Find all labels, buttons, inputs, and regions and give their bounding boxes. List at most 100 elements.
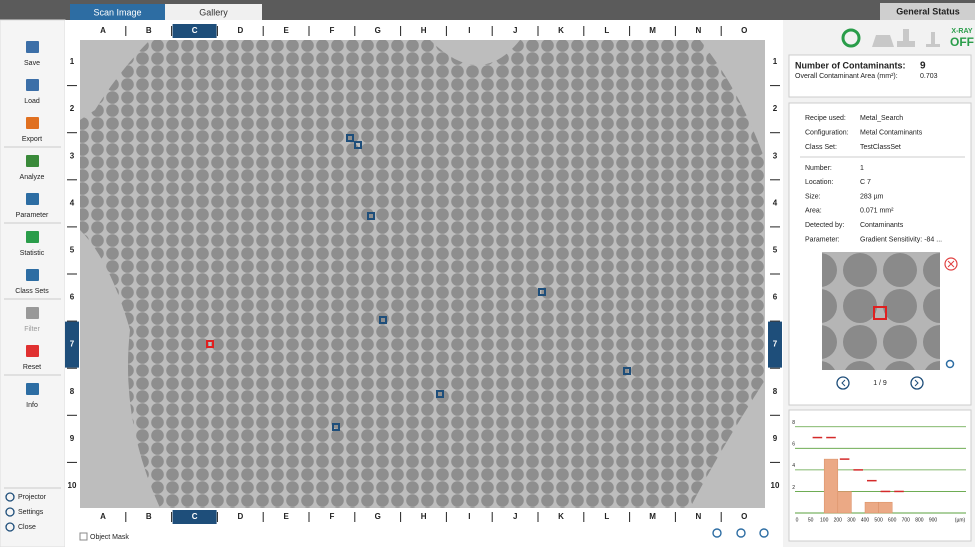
detail-key: Size: (805, 193, 821, 200)
detail-key: Number: (805, 165, 832, 172)
row-label[interactable]: 1 (773, 57, 778, 66)
sidebar-icon[interactable] (26, 41, 39, 53)
sidebar-icon[interactable] (26, 307, 39, 319)
column-label[interactable]: B (146, 26, 152, 35)
pager: 1 / 9 (873, 380, 887, 387)
row-label[interactable]: 5 (773, 246, 778, 255)
column-label[interactable]: A (100, 26, 106, 35)
row-label[interactable]: 4 (70, 198, 75, 207)
sidebar-icon[interactable] (26, 383, 39, 395)
row-label[interactable]: 3 (773, 151, 778, 160)
column-label[interactable]: O (741, 26, 747, 35)
column-label[interactable]: B (146, 512, 152, 521)
x-tick-label: 900 (929, 517, 938, 523)
sidebar-label: Statistic (20, 250, 45, 257)
column-label[interactable]: G (375, 512, 381, 521)
detail-value: 0.071 mm² (860, 208, 894, 215)
column-label[interactable]: M (649, 512, 656, 521)
histogram-bar (879, 502, 893, 513)
row-label[interactable]: 2 (70, 104, 75, 113)
column-label[interactable]: L (604, 26, 609, 35)
row-label[interactable]: 6 (70, 293, 75, 302)
row-label[interactable]: 1 (70, 57, 75, 66)
histogram-bar (865, 502, 879, 513)
row-label[interactable]: 8 (773, 387, 778, 396)
object-mask-label: Object Mask (90, 534, 129, 541)
x-tick-label: 300 (847, 517, 856, 523)
x-tick-label: 200 (834, 517, 843, 523)
column-label[interactable]: H (421, 512, 427, 521)
row-label[interactable]: 2 (773, 104, 778, 113)
column-label[interactable]: F (330, 26, 335, 35)
column-label[interactable]: C (192, 26, 198, 35)
column-label[interactable]: I (468, 26, 470, 35)
column-label[interactable]: G (375, 26, 381, 35)
detail-value: C 7 (860, 179, 871, 186)
row-label[interactable]: 6 (773, 293, 778, 302)
thumbnail-beads (822, 252, 940, 370)
recipe-value: Metal Contaminants (860, 129, 923, 136)
column-label[interactable]: E (284, 512, 290, 521)
sidebar-icon[interactable] (26, 269, 39, 281)
y-tick-label: 8 (792, 420, 795, 426)
column-label[interactable]: C (192, 512, 198, 521)
recipe-key: Class Set: (805, 144, 837, 151)
column-label[interactable]: N (696, 512, 702, 521)
detail-key: Location: (805, 179, 833, 186)
sidebar-icon[interactable] (26, 117, 39, 129)
column-label[interactable]: I (468, 512, 470, 521)
x-tick-label: 100 (820, 517, 829, 523)
x-unit: (µm) (955, 517, 966, 523)
column-label[interactable]: K (558, 26, 564, 35)
contaminants-label: Number of Contaminants: (795, 60, 906, 70)
row-label[interactable]: 9 (70, 434, 75, 443)
sidebar-icon[interactable] (26, 155, 39, 167)
screen: Scan ImageGalleryGeneral StatusSaveLoadE… (0, 0, 975, 547)
sidebar-icon[interactable] (26, 231, 39, 243)
histogram-bar (824, 459, 838, 513)
row-label[interactable]: 7 (70, 340, 75, 349)
column-label[interactable]: A (100, 512, 106, 521)
row-label[interactable]: 5 (70, 246, 75, 255)
column-label[interactable]: H (421, 26, 427, 35)
column-label[interactable]: K (558, 512, 564, 521)
general-status: General Status (896, 6, 960, 16)
column-label[interactable]: F (330, 512, 335, 521)
column-label[interactable]: E (284, 26, 290, 35)
row-label[interactable]: 10 (771, 481, 780, 490)
row-label[interactable]: 8 (70, 387, 75, 396)
detail-value: 1 (860, 165, 864, 172)
x-tick-label: 0 (796, 517, 799, 523)
x-tick-label: 700 (902, 517, 911, 523)
x-tick-label: 50 (808, 517, 814, 523)
x-tick-label: 400 (861, 517, 870, 523)
column-label[interactable]: O (741, 512, 747, 521)
sidebar-label: Info (26, 402, 38, 409)
row-label[interactable]: 3 (70, 151, 75, 160)
row-label[interactable]: 4 (773, 198, 778, 207)
column-label[interactable]: D (238, 26, 244, 35)
tab-label: Scan Image (93, 7, 141, 17)
column-label[interactable]: D (238, 512, 244, 521)
row-label[interactable]: 9 (773, 434, 778, 443)
sidebar-icon[interactable] (26, 345, 39, 357)
sidebar-label: Class Sets (15, 288, 49, 295)
y-tick-label: 4 (792, 463, 795, 469)
column-label[interactable]: J (513, 512, 517, 521)
sidebar-icon[interactable] (26, 79, 39, 91)
detail-key: Detected by: (805, 222, 844, 229)
xray-state: OFF (950, 35, 974, 49)
x-tick-label: 800 (915, 517, 924, 523)
column-label[interactable]: N (696, 26, 702, 35)
column-label[interactable]: J (513, 26, 517, 35)
object-mask-checkbox[interactable] (80, 533, 87, 540)
tab-label: Gallery (199, 7, 228, 17)
recipe-value: TestClassSet (860, 144, 901, 151)
column-label[interactable]: L (604, 512, 609, 521)
column-label[interactable]: M (649, 26, 656, 35)
row-label[interactable]: 7 (773, 340, 778, 349)
row-label[interactable]: 10 (68, 481, 77, 490)
sidebar-label: Load (24, 98, 40, 105)
sidebar-icon[interactable] (26, 193, 39, 205)
sidebar-label: Export (22, 136, 42, 143)
